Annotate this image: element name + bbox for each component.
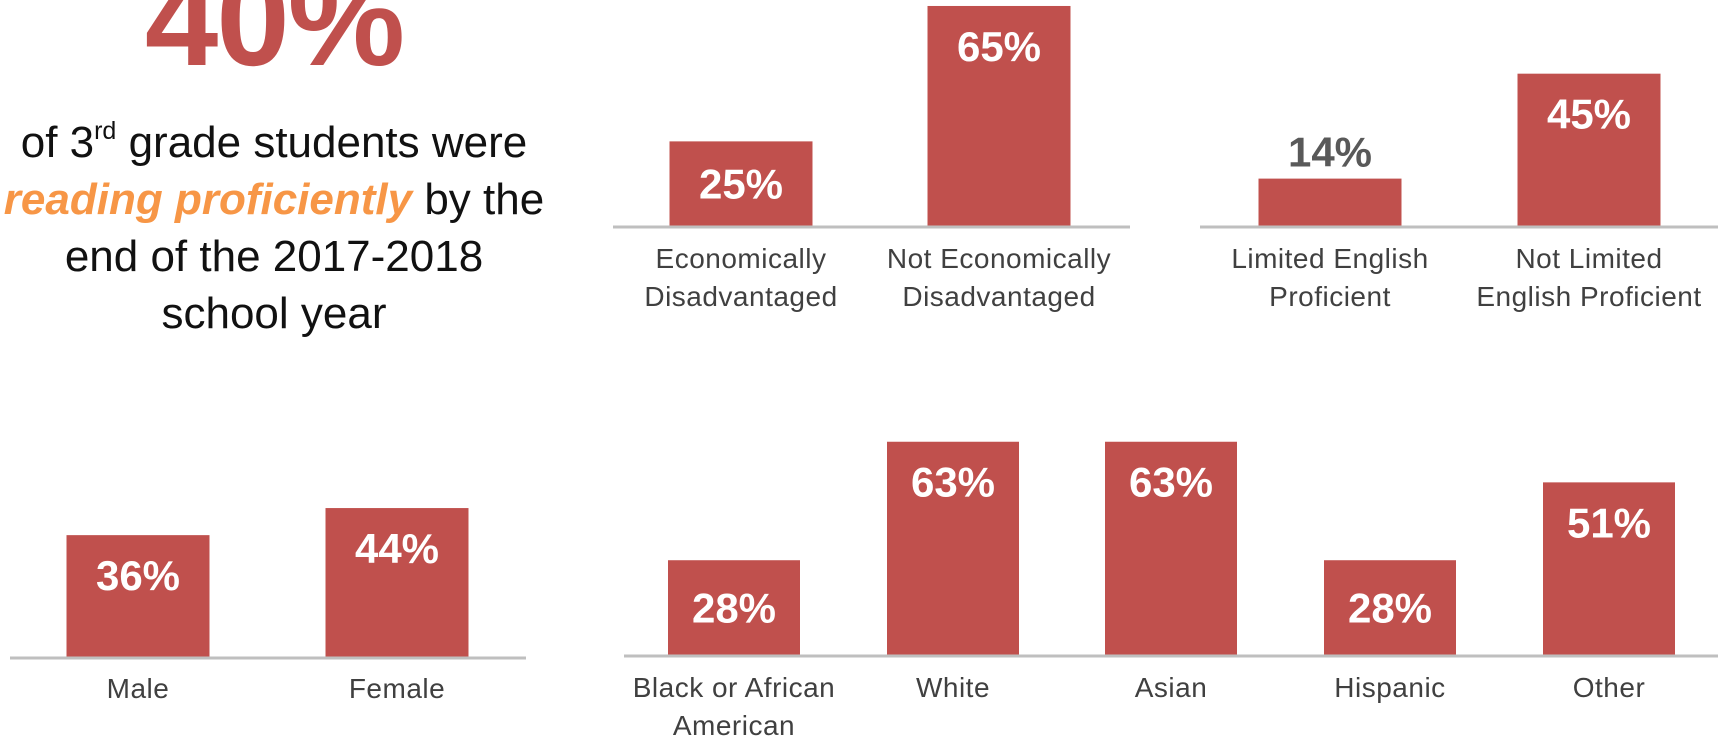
chart-race: 28% Black or African American 63% White 63% As… [624, 441, 1718, 741]
caption-line-4: school year [161, 289, 387, 338]
value-label-gender-0: 36% [96, 552, 180, 599]
bar-gender-1 [325, 508, 469, 657]
category-label-gender-0-0: Male [107, 673, 170, 704]
chart-economic: 25% Economically Disadvantaged 65% Not Econo… [613, 5, 1130, 312]
caption-line1-pre: of 3 [20, 118, 95, 167]
category-label-gender-1-0: Female [349, 673, 445, 704]
caption-line-1: of 3rd grade students were [0, 114, 548, 171]
bar-race-0 [668, 560, 800, 655]
category-label-economic-0-0: Economically [656, 243, 827, 274]
value-label-race-3: 28% [1348, 585, 1432, 632]
bar-race-2 [1105, 441, 1237, 655]
caption-line1-sup: rd [94, 117, 117, 145]
category-label-race-3-0: Hispanic [1334, 672, 1445, 703]
bar-gender-0 [66, 535, 210, 657]
caption-line1-post: grade students were [116, 118, 528, 167]
bar-economic-0 [669, 141, 813, 226]
category-label-race-1-0: White [916, 672, 990, 703]
bar-race-1 [887, 441, 1019, 655]
caption-line-2: reading proficiently by the [0, 171, 548, 228]
caption-line-3: end of the 2017-2018 [64, 232, 484, 281]
bar-english-0 [1258, 178, 1402, 226]
category-label-race-0-0: Black or African [633, 672, 836, 703]
chart-english: 14% Limited English Proficient 45% Not Limit… [1200, 73, 1718, 312]
caption-emphasis: reading proficiently [3, 175, 413, 224]
value-label-gender-1: 44% [355, 525, 439, 572]
category-label-race-0-1: American [673, 710, 795, 741]
caption-line2-post: by the [412, 175, 545, 224]
value-label-race-0: 28% [692, 585, 776, 632]
category-label-economic-0-1: Disadvantaged [644, 281, 837, 312]
value-label-english-0: 14% [1288, 129, 1372, 176]
bar-race-4 [1543, 482, 1675, 655]
value-label-race-2: 63% [1129, 459, 1213, 506]
headline-caption: of 3rd grade students were reading profi… [0, 114, 548, 342]
chart-gender: 36% Male 44% Female [10, 508, 526, 704]
category-label-english-1-0: Not Limited [1515, 243, 1662, 274]
category-label-english-0-1: Proficient [1269, 281, 1391, 312]
value-label-economic-1: 65% [957, 23, 1041, 70]
value-label-economic-0: 25% [699, 161, 783, 208]
value-label-race-1: 63% [911, 459, 995, 506]
category-label-english-1-1: English Proficient [1476, 281, 1701, 312]
category-label-economic-1-0: Not Economically [887, 243, 1111, 274]
value-label-english-1: 45% [1547, 91, 1631, 138]
value-label-race-4: 51% [1567, 499, 1651, 546]
category-label-race-2-0: Asian [1135, 672, 1208, 703]
bar-english-1 [1517, 73, 1661, 226]
category-label-english-0-0: Limited English [1231, 243, 1428, 274]
category-label-race-4-0: Other [1573, 672, 1646, 703]
bar-race-3 [1324, 560, 1456, 655]
category-label-economic-1-1: Disadvantaged [902, 281, 1095, 312]
bar-economic-1 [927, 5, 1071, 226]
headline-stat: 40% [144, 0, 405, 93]
